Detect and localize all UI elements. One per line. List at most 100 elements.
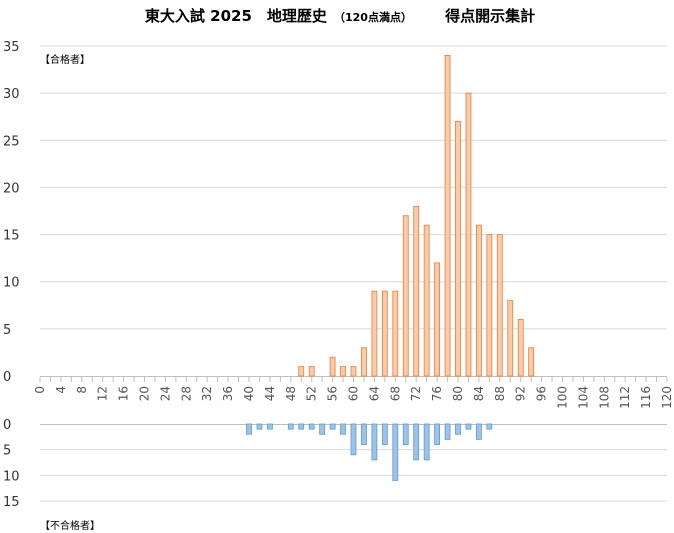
x-tick-label: 20: [138, 386, 152, 401]
x-tick-label: 60: [347, 386, 361, 401]
bar: [308, 423, 315, 430]
bar: [402, 423, 409, 445]
y-ticks-passed: 0 5 10 15 20 25 30 35: [3, 40, 20, 385]
bar: [475, 224, 482, 377]
bar: [308, 366, 315, 377]
bar: [475, 423, 482, 440]
x-tick-label: 12: [96, 386, 110, 401]
bar: [517, 319, 524, 377]
x-tick-label: 40: [242, 386, 256, 401]
y-tick-label: 5: [3, 444, 11, 459]
x-tick-label: 44: [263, 386, 277, 401]
bar: [298, 366, 305, 377]
bar: [434, 423, 441, 445]
x-tick-label: 16: [117, 386, 131, 401]
y-tick-label: 10: [3, 469, 20, 484]
bar: [340, 366, 346, 377]
x-tick-label: 84: [472, 386, 486, 401]
y-tick-label: 25: [3, 134, 20, 149]
bar: [350, 423, 357, 456]
x-tick-label: 72: [409, 386, 423, 401]
x-tick-label: 112: [618, 386, 632, 409]
bar: [329, 356, 336, 377]
x-tick-label: 36: [221, 386, 235, 401]
bars-passed: [298, 55, 535, 377]
title-main: 東大入試 2025 地理歴史: [145, 7, 328, 25]
bar: [319, 423, 326, 435]
x-tick-label: 0: [33, 386, 47, 394]
x-tick-label: 24: [158, 386, 172, 401]
chart-title: 東大入試 2025 地理歴史 （120点満点） 得点開示集計: [145, 6, 535, 25]
y-ticks-failed: 0 5 10 15: [3, 418, 20, 510]
title-tail: 得点開示集計: [444, 7, 535, 25]
x-tick-label: 28: [179, 386, 193, 401]
x-ticks: 0 4 8 12 16 20 24 28 32 36 40 44 48 52 56 60 64 68 72 76 80 8…: [33, 377, 674, 409]
x-tick-label: 116: [639, 386, 653, 409]
y-tick-label: 30: [3, 87, 20, 102]
bar: [423, 423, 430, 461]
bar: [371, 423, 378, 461]
x-tick-label: 76: [430, 386, 444, 401]
bar: [434, 262, 441, 377]
bar: [465, 423, 472, 430]
bar: [340, 423, 346, 435]
bar: [402, 215, 409, 377]
x-tick-label: 100: [556, 386, 570, 409]
x-tick-label: 56: [326, 386, 340, 401]
y-tick-label: 20: [3, 181, 20, 196]
bar: [528, 347, 535, 377]
bar: [381, 290, 388, 377]
bar: [246, 423, 252, 435]
bar: [455, 121, 461, 377]
y-tick-label: 15: [3, 495, 20, 510]
y-tick-label: 5: [3, 323, 11, 338]
x-tick-label: 32: [200, 386, 214, 401]
y-tick-label: 0: [3, 418, 11, 433]
x-tick-label: 96: [535, 386, 549, 401]
bar: [413, 205, 420, 377]
bar: [329, 423, 336, 430]
x-tick-label: 52: [305, 386, 319, 401]
bar: [392, 290, 399, 377]
bar: [486, 234, 493, 377]
bar: [298, 423, 305, 430]
bar: [507, 300, 514, 377]
bar: [444, 55, 451, 377]
y-tick-label: 10: [3, 276, 20, 291]
y-tick-label: 15: [3, 229, 20, 244]
x-tick-label: 8: [75, 386, 89, 394]
title-sub: （120点満点）: [334, 10, 412, 24]
bars-failed: [246, 423, 493, 481]
bar: [361, 423, 367, 445]
y-tick-label: 35: [3, 40, 20, 55]
x-tick-label: 4: [54, 386, 68, 394]
bar: [266, 423, 273, 430]
x-tick-label: 108: [597, 386, 611, 409]
label-failed: 【不合格者】: [40, 519, 100, 532]
bar: [381, 423, 388, 445]
bar: [465, 92, 472, 377]
bar: [392, 423, 399, 481]
x-tick-label: 64: [367, 386, 381, 401]
bar: [496, 234, 503, 377]
bar: [413, 423, 420, 461]
bar: [361, 347, 367, 377]
x-tick-label: 92: [514, 386, 528, 401]
x-tick-label: 104: [576, 386, 590, 409]
x-tick-label: 80: [451, 386, 465, 401]
bar: [423, 224, 430, 377]
bar: [444, 423, 451, 440]
bar: [350, 366, 357, 377]
x-tick-label: 68: [388, 386, 402, 401]
bar: [455, 423, 461, 435]
gridlines-passed: [40, 45, 667, 377]
bar: [256, 423, 263, 430]
label-passed: 【合格者】: [40, 53, 90, 66]
x-tick-label: 48: [284, 386, 298, 401]
bar: [486, 423, 493, 430]
x-tick-label: 88: [493, 386, 507, 401]
x-tick-label: 120: [660, 386, 674, 409]
bar: [371, 290, 378, 377]
y-tick-label: 0: [3, 370, 11, 385]
